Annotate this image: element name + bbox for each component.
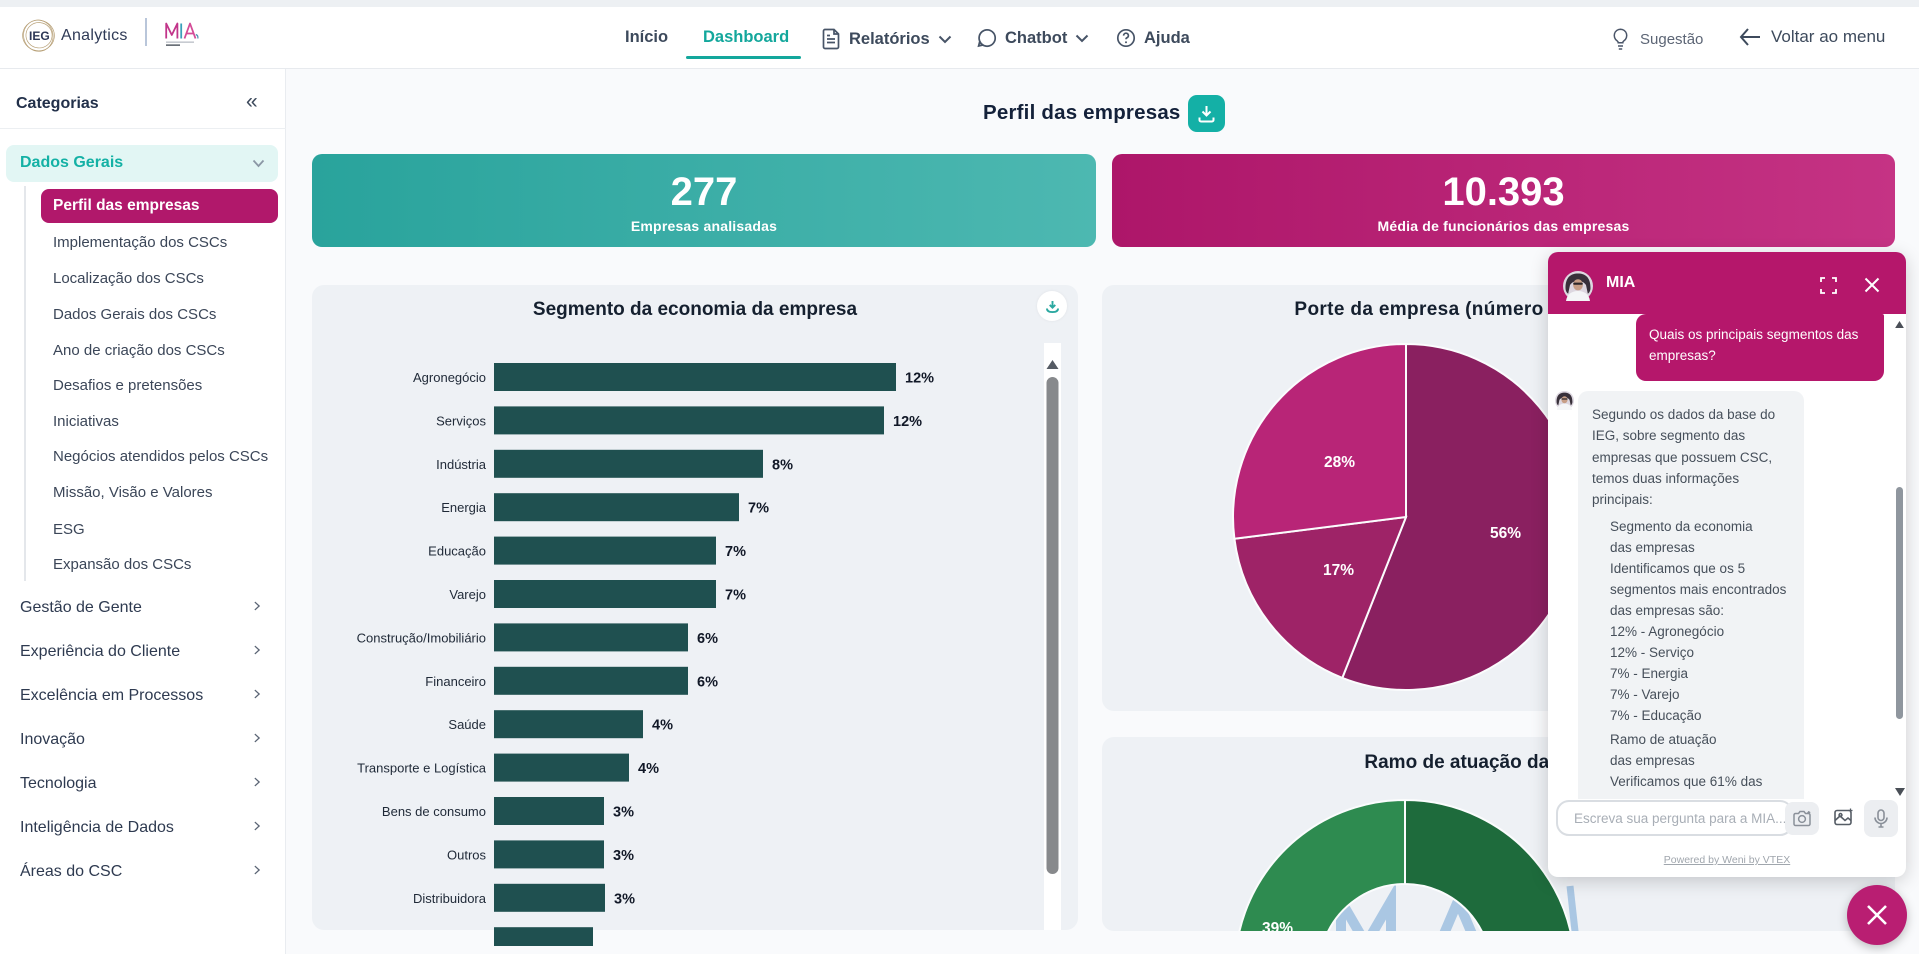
svg-text:17%: 17% [1323,562,1354,579]
svg-text:56%: 56% [1490,525,1521,542]
svg-text:Varejo: Varejo [449,587,486,602]
svg-text:Outros: Outros [447,847,487,862]
svg-text:Construção/Imobiliário: Construção/Imobiliário [357,630,486,645]
svg-text:6%: 6% [697,631,718,647]
svg-text:12%: 12% [905,371,934,387]
svg-text:6%: 6% [697,674,718,690]
svg-text:39%: 39% [1262,920,1293,931]
svg-text:4%: 4% [652,718,673,734]
svg-text:Financeiro: Financeiro [425,674,486,689]
svg-text:7%: 7% [748,501,769,517]
svg-text:Indústria: Indústria [436,457,487,472]
svg-text:3%: 3% [613,848,634,864]
svg-text:Saúde: Saúde [448,717,486,732]
svg-text:Serviços: Serviços [436,413,486,428]
svg-text:Educação: Educação [428,544,486,559]
svg-text:Bens de consumo: Bens de consumo [382,804,486,819]
svg-text:Distribuidora: Distribuidora [413,891,487,906]
svg-text:Transporte e Logística: Transporte e Logística [357,761,487,776]
svg-text:3%: 3% [613,805,634,821]
svg-text:7%: 7% [725,588,746,604]
svg-text:4%: 4% [638,761,659,777]
svg-text:12%: 12% [893,414,922,430]
svg-text:7%: 7% [725,544,746,560]
svg-text:8%: 8% [772,457,793,473]
svg-text:28%: 28% [1324,454,1355,471]
svg-text:3%: 3% [614,891,635,907]
svg-text:Agronegócio: Agronegócio [413,370,486,385]
svg-text:Energia: Energia [441,500,487,515]
